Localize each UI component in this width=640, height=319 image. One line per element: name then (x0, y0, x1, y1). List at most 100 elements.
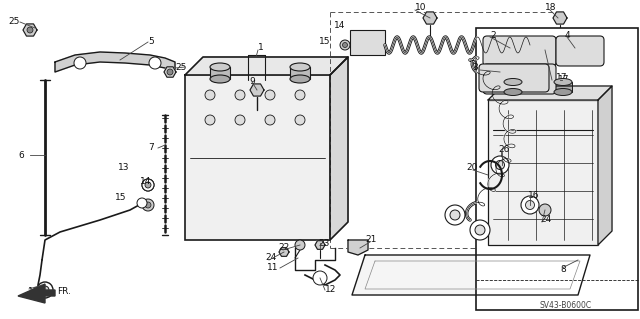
Text: 9: 9 (249, 78, 255, 86)
Circle shape (445, 205, 465, 225)
Ellipse shape (554, 78, 572, 85)
Text: 15: 15 (319, 38, 330, 47)
Circle shape (41, 286, 49, 294)
Text: 10: 10 (415, 4, 426, 12)
Text: 4: 4 (565, 31, 571, 40)
Ellipse shape (554, 88, 572, 95)
Polygon shape (598, 86, 612, 245)
Polygon shape (185, 57, 348, 75)
Circle shape (142, 179, 154, 191)
Polygon shape (23, 24, 37, 36)
Circle shape (295, 115, 305, 125)
Polygon shape (553, 12, 567, 24)
Bar (350, 30, 385, 55)
Circle shape (149, 57, 161, 69)
FancyBboxPatch shape (483, 64, 556, 94)
Polygon shape (315, 241, 325, 249)
Text: 12: 12 (325, 286, 337, 294)
Circle shape (525, 40, 545, 60)
Bar (290, 67, 310, 79)
Circle shape (295, 90, 305, 100)
Circle shape (235, 90, 245, 100)
Circle shape (205, 115, 215, 125)
Circle shape (340, 40, 350, 50)
Circle shape (470, 220, 490, 240)
Circle shape (530, 45, 540, 55)
Circle shape (74, 57, 86, 69)
Text: SV43-B0600C: SV43-B0600C (540, 300, 592, 309)
Polygon shape (279, 248, 289, 256)
Circle shape (205, 90, 215, 100)
Text: 14: 14 (333, 20, 345, 29)
Ellipse shape (290, 75, 310, 83)
Text: 6: 6 (18, 151, 24, 160)
Polygon shape (330, 57, 348, 240)
Text: 17: 17 (558, 76, 570, 85)
Ellipse shape (210, 75, 230, 83)
Circle shape (142, 199, 154, 211)
Text: 22: 22 (278, 243, 289, 253)
Circle shape (495, 160, 504, 169)
Circle shape (265, 90, 275, 100)
FancyBboxPatch shape (483, 36, 556, 66)
Text: 20: 20 (467, 164, 478, 173)
Bar (210, 67, 230, 79)
FancyBboxPatch shape (556, 36, 604, 66)
Polygon shape (365, 261, 580, 289)
Text: 24: 24 (540, 216, 551, 225)
Text: 15: 15 (115, 194, 127, 203)
Text: 5: 5 (148, 38, 154, 47)
Circle shape (539, 204, 551, 216)
Polygon shape (423, 12, 437, 24)
Text: 11: 11 (266, 263, 278, 272)
Polygon shape (488, 86, 612, 100)
Text: 2: 2 (490, 31, 495, 40)
Text: 17: 17 (556, 73, 568, 83)
Bar (476, 28, 638, 310)
Circle shape (342, 42, 348, 48)
Text: 26: 26 (498, 145, 509, 154)
Circle shape (475, 225, 485, 235)
Bar (504, 82, 522, 92)
Circle shape (265, 115, 275, 125)
Ellipse shape (290, 63, 310, 71)
Text: 7: 7 (148, 144, 154, 152)
Text: 25: 25 (175, 63, 186, 72)
Text: 3: 3 (472, 63, 477, 72)
Text: 1: 1 (258, 43, 264, 53)
Circle shape (145, 182, 151, 188)
Ellipse shape (504, 88, 522, 95)
Text: 8: 8 (560, 265, 566, 275)
Circle shape (37, 282, 53, 298)
Circle shape (137, 198, 147, 208)
Text: 23: 23 (318, 239, 330, 248)
Circle shape (142, 179, 154, 191)
Text: 18: 18 (545, 4, 557, 12)
Text: 14: 14 (140, 177, 152, 187)
Ellipse shape (210, 63, 230, 71)
Circle shape (295, 240, 305, 250)
Bar (488, 100, 598, 245)
Circle shape (450, 210, 460, 220)
Text: 24: 24 (265, 254, 276, 263)
Polygon shape (164, 67, 176, 77)
Polygon shape (348, 240, 368, 255)
Circle shape (27, 27, 33, 33)
Text: 21: 21 (365, 235, 376, 244)
Polygon shape (352, 255, 590, 295)
FancyBboxPatch shape (479, 64, 549, 92)
Text: 25: 25 (8, 18, 19, 26)
Circle shape (521, 196, 539, 214)
Polygon shape (250, 84, 264, 96)
Circle shape (313, 271, 327, 285)
Text: FR.: FR. (57, 287, 71, 296)
Ellipse shape (504, 78, 522, 85)
Circle shape (235, 115, 245, 125)
Bar (554, 82, 572, 92)
Polygon shape (18, 284, 55, 303)
Bar (185, 75, 330, 240)
Text: 13: 13 (118, 164, 129, 173)
Circle shape (491, 156, 509, 174)
Circle shape (167, 69, 173, 75)
Polygon shape (55, 52, 175, 72)
